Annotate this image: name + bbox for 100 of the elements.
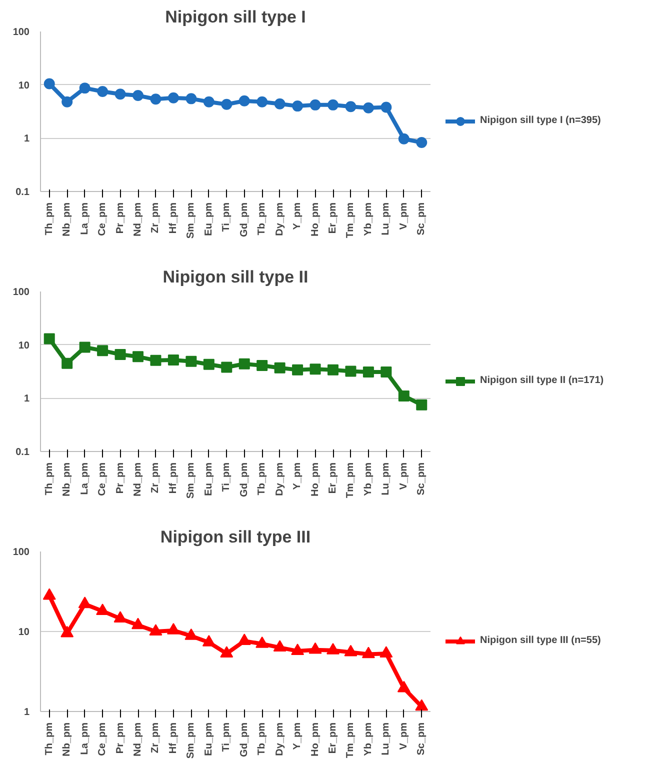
x-tick-label: Dy_pm [274, 202, 286, 236]
legend-label: Nipigon sill type II (n=171) [480, 375, 604, 386]
point [221, 362, 232, 373]
point [416, 399, 428, 410]
x-tick-label: Er_pm [328, 722, 338, 754]
x-tick-label: Sc_pm [416, 202, 428, 236]
y-tick-label: 100 [12, 547, 30, 558]
chart-title: Nipigon sill type II [162, 268, 308, 286]
point [416, 136, 428, 148]
x-tick-label: Sm_pm [186, 202, 197, 239]
point [380, 366, 392, 378]
point [398, 133, 410, 144]
x-tick-label: Dy_pm [274, 722, 286, 756]
x-tick-label: Gd_pm [238, 202, 250, 237]
x-tick-label: Nd_pm [132, 202, 144, 236]
x-tick-label: Ce_pm [97, 722, 108, 756]
point [310, 364, 321, 375]
y-tick-label: 1 [24, 707, 30, 718]
x-tick-label: La_pm [79, 202, 90, 235]
x-tick-label: V_pm [398, 722, 410, 750]
x-tick-label: Eu_pm [203, 722, 214, 756]
point [345, 366, 356, 377]
point [362, 646, 375, 658]
x-tick-label: Sc_pm [416, 722, 428, 756]
x-tick-label: Y_pm [292, 462, 304, 490]
point [44, 333, 55, 344]
point [238, 634, 251, 645]
x-tick-label: Hf_pm [168, 462, 179, 494]
x-tick-label: Ho_pm [310, 462, 321, 496]
x-tick-label: Nb_pm [62, 462, 73, 496]
legend-label: Nipigon sill type III (n=55) [480, 635, 601, 646]
point [202, 635, 216, 646]
y-tick-label: 1 [24, 134, 30, 145]
x-tick-label: Pr_pm [114, 202, 126, 234]
point [291, 644, 304, 655]
x-tick-label: Tb_pm [256, 202, 268, 236]
point [362, 102, 374, 114]
y-tick-label: 10 [18, 340, 30, 352]
point [97, 345, 108, 356]
point [132, 90, 144, 102]
x-tick-label: Ce_pm [97, 202, 108, 236]
x-tick-label: Ce_pm [97, 462, 108, 496]
x-tick-label: Tm_pm [345, 462, 356, 498]
x-tick-label: Pr_pm [114, 722, 126, 754]
x-tick-label: Zr_pm [150, 722, 162, 754]
point [398, 390, 410, 402]
x-tick-label: Ti_pm [221, 202, 232, 232]
point [220, 646, 234, 658]
x-tick-label: Eu_pm [203, 462, 214, 496]
x-tick-label: Ti_pm [221, 722, 232, 752]
x-tick-label: Nd_pm [132, 722, 144, 756]
point [150, 354, 162, 366]
x-tick-label: Nb_pm [62, 202, 73, 236]
point [328, 99, 338, 110]
x-tick-label: Nd_pm [132, 462, 144, 496]
point [184, 628, 198, 640]
point [132, 351, 144, 362]
x-tick-label: Sm_pm [186, 722, 197, 759]
x-tick-label: La_pm [79, 462, 90, 495]
point [308, 642, 322, 654]
x-tick-label: Th_pm [44, 462, 55, 496]
point [326, 643, 340, 654]
x-tick-label: Yb_pm [362, 462, 374, 496]
point [203, 358, 214, 370]
point [62, 96, 73, 108]
x-tick-label: Ti_pm [221, 462, 232, 492]
x-tick-label: Eu_pm [203, 202, 214, 236]
x-tick-label: Ho_pm [310, 722, 321, 756]
x-tick-label: Y_pm [292, 722, 304, 750]
x-tick-label: V_pm [398, 462, 410, 490]
x-tick-label: Zr_pm [150, 462, 162, 494]
chart-title: Nipigon sill type III [160, 528, 311, 546]
point [256, 96, 268, 108]
point [256, 360, 268, 371]
point [166, 623, 180, 634]
point [256, 636, 269, 648]
point [168, 354, 179, 366]
x-tick-label: Sm_pm [186, 462, 197, 499]
point [415, 699, 428, 711]
point [380, 102, 392, 113]
point [114, 348, 126, 360]
x-tick-label: Yb_pm [362, 722, 374, 756]
point [79, 82, 90, 94]
point [78, 596, 92, 608]
legend-label: Nipigon sill type I (n=395) [480, 115, 601, 126]
point [397, 680, 410, 692]
x-tick-label: Lu_pm [380, 722, 392, 756]
point [310, 99, 321, 110]
x-tick-label: Gd_pm [238, 722, 250, 757]
x-tick-label: Ho_pm [310, 202, 321, 236]
point [344, 644, 358, 656]
x-tick-label: Hf_pm [168, 722, 179, 754]
x-tick-label: Gd_pm [238, 462, 250, 497]
x-tick-label: Er_pm [328, 462, 338, 494]
point [345, 101, 356, 112]
x-tick-label: La_pm [79, 722, 90, 755]
x-tick-label: Er_pm [328, 202, 338, 234]
x-tick-label: Lu_pm [380, 462, 392, 496]
point [186, 356, 197, 367]
point [238, 95, 250, 106]
